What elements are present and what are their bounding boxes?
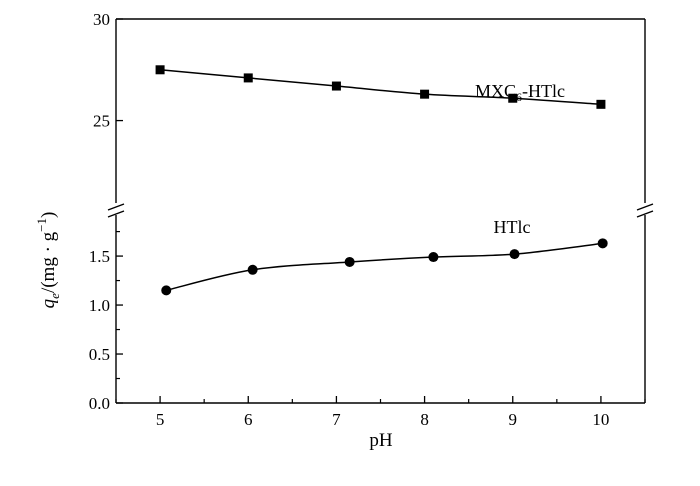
y-tick-label-0.5: 0.5 <box>89 345 110 364</box>
data-point-HTlc <box>597 238 608 249</box>
axis-break-mark-right-1 <box>636 203 654 211</box>
y-tick-label-30: 30 <box>93 10 110 29</box>
data-point-MXC6-HTlc <box>508 93 518 103</box>
series-line-MXC6-HTlc <box>160 69 601 106</box>
data-point-MXC6-HTlc <box>155 65 165 75</box>
data-point-HTlc <box>247 264 258 275</box>
y-axis-title: qe/(mg · g−1) <box>34 212 62 309</box>
x-tick-label-8: 8 <box>420 410 429 429</box>
x-tick-label-5: 5 <box>156 410 165 429</box>
x-axis-title: pH <box>369 430 393 451</box>
axis-break-mark-right-2 <box>636 210 654 218</box>
y-tick-label-1.0: 1.0 <box>89 296 110 315</box>
y-tick-label-25: 25 <box>93 112 110 131</box>
y-tick-label-1.5: 1.5 <box>89 247 110 266</box>
x-tick-label-6: 6 <box>244 410 253 429</box>
y-axis-title-sub: e <box>47 293 62 299</box>
x-tick-label-7: 7 <box>332 410 341 429</box>
y-axis-title-q: q <box>38 298 59 308</box>
series-line-HTlc <box>166 242 603 292</box>
data-point-HTlc <box>428 252 439 263</box>
data-point-HTlc <box>344 256 355 267</box>
y-tick-label-0.0: 0.0 <box>89 394 110 413</box>
data-point-MXC6-HTlc <box>331 81 341 91</box>
axis-break-mark-left-1 <box>107 203 125 211</box>
data-point-MXC6-HTlc <box>596 99 606 109</box>
data-point-MXC6-HTlc <box>243 73 253 83</box>
y-axis-title-close: ) <box>38 212 59 218</box>
axis-break-mark-left-2 <box>107 210 125 218</box>
x-tick-label-10: 10 <box>592 410 609 429</box>
data-point-HTlc <box>161 285 172 296</box>
data-point-HTlc <box>509 249 520 260</box>
series-label-HTlc: HTlc <box>494 217 531 237</box>
y-axis-title-sup: −1 <box>34 218 49 232</box>
y-axis-title-rest: /(mg · g <box>38 231 59 293</box>
series-label-MXC6-HTlc: MXC6-HTlc <box>475 81 565 104</box>
data-point-MXC6-HTlc <box>420 89 430 99</box>
x-tick-label-9: 9 <box>509 410 518 429</box>
